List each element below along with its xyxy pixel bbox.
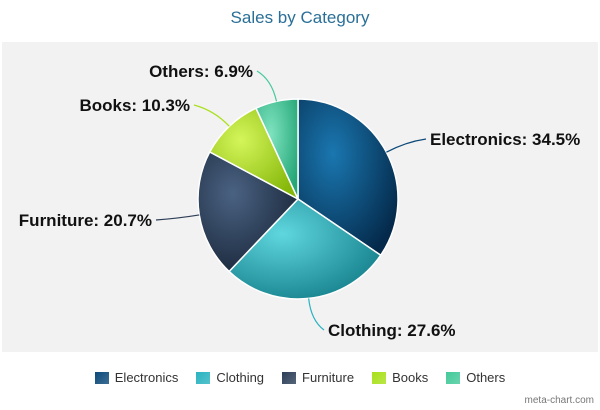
leader-line-furniture — [155, 214, 200, 221]
pie-slice-clothing[interactable] — [228, 198, 382, 300]
chart-title: Sales by Category — [230, 8, 370, 27]
legend-item-clothing[interactable]: Clothing — [196, 370, 264, 385]
legend-item-furniture[interactable]: Furniture — [282, 370, 354, 385]
legend-label: Books — [392, 370, 429, 385]
legend-label: Furniture — [302, 370, 355, 385]
leader-line-books — [193, 104, 230, 127]
legend-label: Others — [466, 370, 506, 385]
legend: Electronics Clothing Furniture Books Others — [0, 370, 600, 385]
legend-swatch-icon — [94, 371, 109, 384]
pie-slice-electronics[interactable] — [297, 98, 399, 257]
leader-line-clothing — [308, 298, 325, 331]
legend-swatch-icon — [446, 371, 461, 384]
slice-label-furniture: Furniture: 20.7% — [19, 211, 152, 230]
legend-item-others[interactable]: Others — [446, 370, 505, 385]
leader-line-electronics — [386, 138, 427, 153]
legend-label: Clothing — [216, 370, 265, 385]
legend-item-books[interactable]: Books — [372, 370, 428, 385]
legend-label: Electronics — [114, 370, 179, 385]
legend-item-electronics[interactable]: Electronics — [94, 370, 179, 385]
leader-line-others — [256, 70, 278, 102]
slice-label-clothing: Clothing: 27.6% — [328, 321, 456, 340]
legend-swatch-icon — [372, 371, 387, 384]
slice-label-books: Books: 10.3% — [79, 96, 190, 115]
pie-slice-others[interactable] — [254, 98, 299, 200]
slice-label-others: Others: 6.9% — [149, 62, 253, 81]
slice-label-electronics: Electronics: 34.5% — [430, 130, 580, 149]
legend-swatch-icon — [196, 371, 211, 384]
legend-swatch-icon — [282, 371, 297, 384]
credit-text: meta-chart.com — [524, 395, 594, 406]
pie-slice-furniture[interactable] — [197, 150, 300, 273]
